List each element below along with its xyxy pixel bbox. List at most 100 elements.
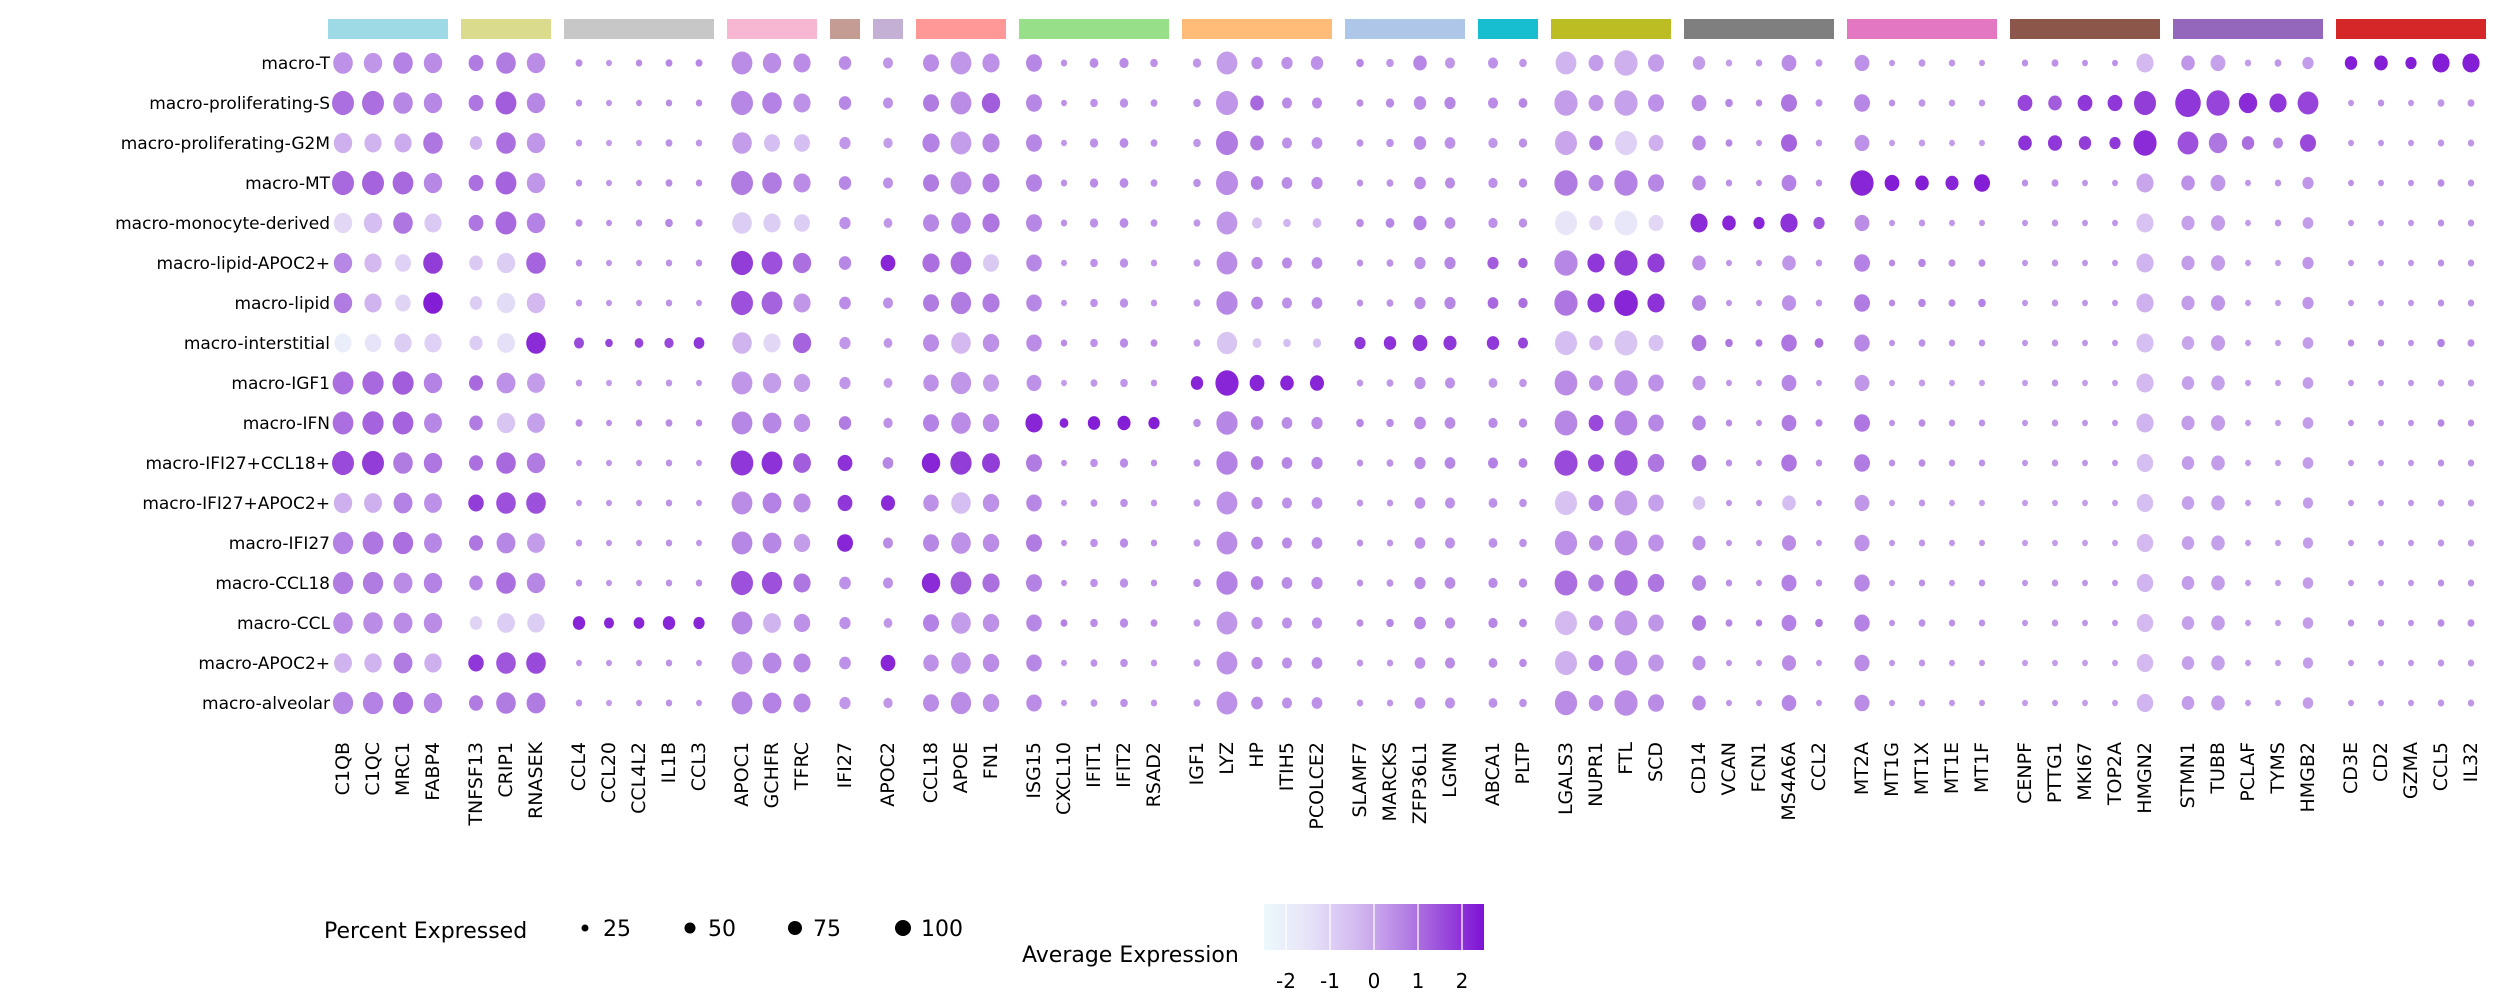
expression-dot bbox=[1648, 374, 1664, 392]
expression-dot bbox=[838, 256, 852, 270]
expression-dot bbox=[468, 94, 484, 112]
expression-dot bbox=[1816, 539, 1822, 547]
expression-dot bbox=[665, 659, 673, 667]
expression-dot bbox=[1816, 379, 1822, 387]
gene-label: TUBB bbox=[2207, 742, 2229, 795]
expression-dot bbox=[1690, 213, 1708, 233]
expression-dot bbox=[1216, 651, 1238, 675]
expression-dot bbox=[2437, 579, 2445, 587]
expression-dot bbox=[526, 52, 546, 74]
expression-dot bbox=[1949, 219, 1955, 227]
expression-dot bbox=[1589, 215, 1603, 231]
expression-dot bbox=[1150, 579, 1158, 587]
expression-dot bbox=[1281, 417, 1293, 429]
expression-dot bbox=[423, 452, 443, 474]
expression-dot bbox=[1781, 94, 1797, 112]
expression-dot bbox=[1648, 174, 1664, 192]
expression-dot bbox=[2181, 616, 2195, 630]
expression-dot bbox=[1060, 339, 1068, 347]
expression-dot bbox=[1215, 370, 1239, 396]
expression-dot bbox=[1089, 218, 1099, 228]
gene-label: CD14 bbox=[1688, 742, 1710, 794]
expression-dot bbox=[1119, 618, 1129, 628]
gene-label: GCHFR bbox=[761, 742, 783, 808]
expression-dot bbox=[2275, 539, 2281, 547]
gene-group-bar bbox=[727, 19, 817, 39]
expression-dot bbox=[606, 659, 612, 667]
expression-dot bbox=[1311, 697, 1323, 709]
expression-dot bbox=[1283, 218, 1291, 228]
gene-group-bar bbox=[2173, 19, 2323, 39]
expression-dot bbox=[1283, 338, 1291, 348]
expression-dot bbox=[333, 292, 353, 314]
expression-dot bbox=[1725, 338, 1733, 348]
expression-dot bbox=[496, 292, 516, 314]
expression-dot bbox=[2348, 539, 2354, 547]
expression-dot bbox=[951, 492, 971, 514]
expression-dot bbox=[761, 571, 783, 595]
gene-label: MS4A6A bbox=[1778, 742, 1800, 821]
expression-dot bbox=[2245, 179, 2251, 187]
expression-dot bbox=[1193, 219, 1201, 227]
expression-dot bbox=[1148, 416, 1160, 430]
expression-dot bbox=[1555, 130, 1577, 156]
expression-dot bbox=[1150, 499, 1158, 507]
expression-dot bbox=[1726, 539, 1732, 547]
expression-dot bbox=[665, 259, 673, 267]
expression-dot bbox=[1026, 294, 1042, 312]
expression-dot bbox=[1692, 255, 1706, 271]
expression-dot bbox=[1588, 654, 1604, 672]
expression-dot bbox=[1755, 339, 1763, 347]
expression-dot bbox=[2051, 299, 2059, 307]
expression-dot bbox=[606, 499, 612, 507]
expression-dot bbox=[1386, 58, 1394, 68]
expression-dot bbox=[1726, 379, 1732, 387]
expression-dot bbox=[1445, 697, 1455, 709]
celltype-label: macro-monocyte-derived bbox=[115, 214, 330, 234]
expression-dot bbox=[423, 372, 443, 394]
expression-dot bbox=[1889, 139, 1895, 147]
expression-dot bbox=[1488, 97, 1498, 109]
expression-dot bbox=[364, 253, 382, 273]
expression-dot bbox=[731, 250, 753, 276]
expression-dot bbox=[392, 371, 414, 395]
expression-dot bbox=[2467, 499, 2475, 507]
expression-dot bbox=[761, 291, 783, 315]
expression-dot bbox=[839, 656, 851, 670]
expression-dot bbox=[1755, 619, 1763, 627]
expression-dot bbox=[1280, 375, 1294, 391]
expression-dot bbox=[2022, 219, 2028, 227]
expression-dot bbox=[839, 696, 851, 710]
expression-dot bbox=[883, 537, 893, 549]
expression-dot bbox=[1090, 578, 1098, 588]
expression-dot bbox=[2051, 59, 2059, 67]
expression-dot bbox=[2211, 495, 2225, 511]
expression-dot bbox=[2051, 339, 2059, 347]
expression-dot bbox=[1216, 211, 1238, 235]
percent-size-dot bbox=[788, 921, 802, 935]
expression-dot bbox=[1816, 699, 1822, 707]
expression-dot bbox=[1648, 414, 1664, 432]
expression-dot bbox=[838, 176, 852, 190]
expression-dot bbox=[2302, 657, 2314, 669]
expression-dot bbox=[2245, 339, 2251, 347]
expression-dot bbox=[1884, 174, 1900, 192]
expression-dot bbox=[1854, 494, 1870, 512]
expression-dot bbox=[576, 499, 582, 507]
expression-dot bbox=[1356, 418, 1364, 428]
expression-dot bbox=[1216, 251, 1238, 275]
expression-dot bbox=[1854, 294, 1870, 312]
expression-dot bbox=[922, 133, 940, 153]
expression-dot bbox=[1554, 370, 1578, 396]
expression-dot bbox=[1979, 659, 1985, 667]
expression-dot bbox=[1356, 179, 1364, 187]
expression-dot bbox=[1648, 134, 1664, 152]
gene-label: CCL18 bbox=[920, 742, 942, 803]
expression-dot bbox=[2022, 379, 2028, 387]
expression-dot bbox=[696, 379, 702, 387]
expression-dot bbox=[2136, 493, 2154, 513]
expression-dot bbox=[496, 412, 516, 434]
expression-dot bbox=[1119, 98, 1129, 108]
expression-dot bbox=[468, 174, 484, 192]
expression-dot bbox=[606, 59, 612, 67]
